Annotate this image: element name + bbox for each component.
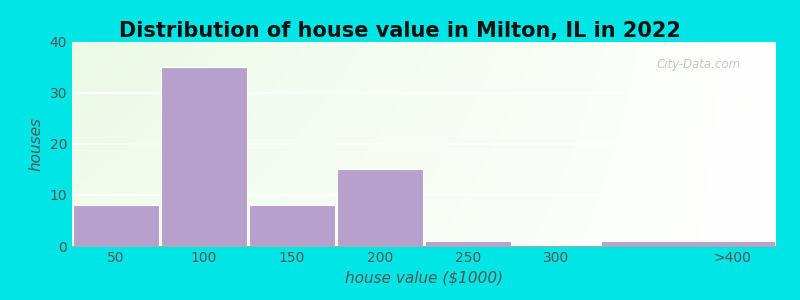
Bar [337, 169, 423, 246]
X-axis label: house value ($1000): house value ($1000) [345, 270, 503, 285]
Y-axis label: houses: houses [29, 117, 44, 171]
Bar [161, 68, 247, 246]
Text: Distribution of house value in Milton, IL in 2022: Distribution of house value in Milton, I… [119, 21, 681, 41]
Bar [249, 205, 335, 246]
Text: City-Data.com: City-Data.com [656, 58, 741, 71]
Bar [73, 205, 159, 246]
Bar [601, 241, 775, 246]
Bar [425, 241, 511, 246]
